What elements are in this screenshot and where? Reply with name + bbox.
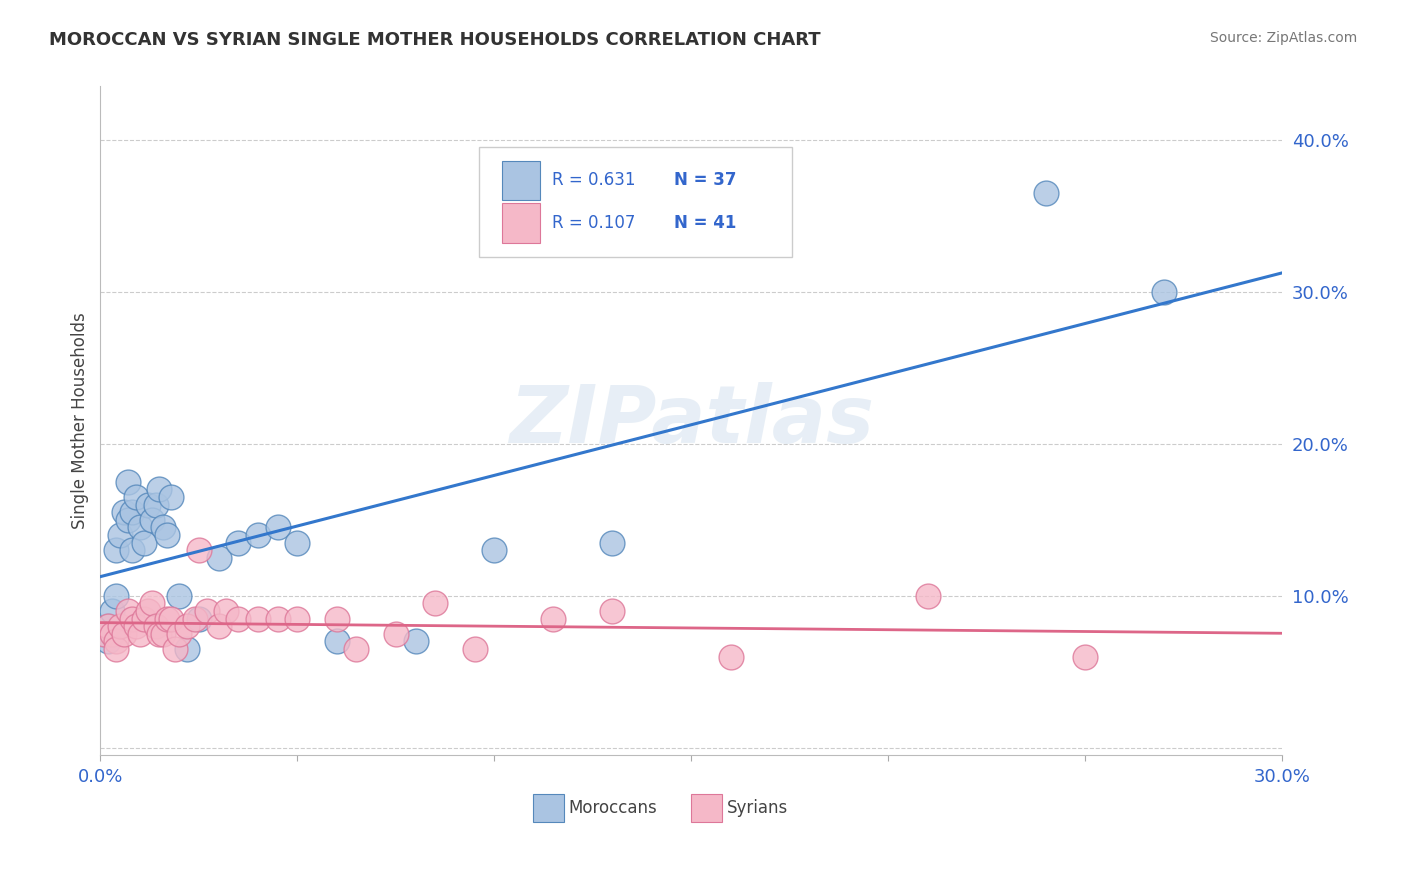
Point	[112, 505, 135, 519]
Point	[132, 612, 155, 626]
Point	[160, 612, 183, 626]
Point	[917, 589, 939, 603]
FancyBboxPatch shape	[692, 794, 723, 822]
Point	[152, 627, 174, 641]
FancyBboxPatch shape	[533, 794, 564, 822]
Point	[184, 612, 207, 626]
Point	[145, 619, 167, 633]
Point	[105, 589, 128, 603]
Point	[1035, 186, 1057, 200]
Point	[176, 619, 198, 633]
Point	[385, 627, 408, 641]
Point	[464, 642, 486, 657]
Point	[117, 475, 139, 489]
Point	[207, 550, 229, 565]
Point	[93, 627, 115, 641]
Point	[101, 604, 124, 618]
Text: Syrians: Syrians	[727, 798, 787, 817]
Point	[1074, 649, 1097, 664]
Point	[101, 627, 124, 641]
Y-axis label: Single Mother Households: Single Mother Households	[72, 312, 89, 529]
Point	[108, 528, 131, 542]
Point	[136, 604, 159, 618]
Text: MOROCCAN VS SYRIAN SINGLE MOTHER HOUSEHOLDS CORRELATION CHART: MOROCCAN VS SYRIAN SINGLE MOTHER HOUSEHO…	[49, 31, 821, 49]
Point	[207, 619, 229, 633]
Point	[246, 528, 269, 542]
Point	[148, 627, 170, 641]
Point	[266, 520, 288, 534]
Point	[226, 535, 249, 549]
Point	[165, 642, 187, 657]
Point	[602, 604, 624, 618]
Point	[136, 498, 159, 512]
FancyBboxPatch shape	[502, 203, 540, 243]
FancyBboxPatch shape	[502, 161, 540, 200]
Point	[285, 535, 308, 549]
Point	[285, 612, 308, 626]
Point	[167, 627, 190, 641]
Point	[152, 520, 174, 534]
Point	[602, 535, 624, 549]
Point	[121, 543, 143, 558]
Point	[125, 619, 148, 633]
Point	[325, 634, 347, 648]
Text: N = 41: N = 41	[673, 214, 735, 232]
Point	[176, 642, 198, 657]
Point	[93, 627, 115, 641]
Point	[105, 543, 128, 558]
Point	[1153, 285, 1175, 299]
Point	[121, 505, 143, 519]
Point	[720, 649, 742, 664]
Point	[112, 627, 135, 641]
Point	[128, 520, 150, 534]
Point	[128, 627, 150, 641]
Point	[141, 596, 163, 610]
Point	[226, 612, 249, 626]
Point	[195, 604, 218, 618]
Point	[156, 528, 179, 542]
Point	[121, 612, 143, 626]
Point	[484, 543, 506, 558]
Point	[117, 513, 139, 527]
Point	[187, 612, 209, 626]
Point	[97, 619, 120, 633]
Point	[325, 612, 347, 626]
FancyBboxPatch shape	[478, 146, 792, 257]
Text: Source: ZipAtlas.com: Source: ZipAtlas.com	[1209, 31, 1357, 45]
Text: Moroccans: Moroccans	[568, 798, 657, 817]
Point	[132, 535, 155, 549]
Point	[148, 483, 170, 497]
Point	[145, 498, 167, 512]
Point	[125, 490, 148, 504]
Point	[543, 612, 565, 626]
Point	[266, 612, 288, 626]
Text: R = 0.631: R = 0.631	[551, 171, 636, 189]
Point	[97, 619, 120, 633]
Point	[117, 604, 139, 618]
Point	[425, 596, 447, 610]
Point	[187, 543, 209, 558]
Point	[346, 642, 368, 657]
Point	[215, 604, 238, 618]
Point	[101, 627, 124, 641]
Point	[141, 513, 163, 527]
Text: ZIPatlas: ZIPatlas	[509, 382, 873, 460]
Point	[156, 612, 179, 626]
Text: N = 37: N = 37	[673, 171, 737, 189]
Point	[108, 619, 131, 633]
Point	[167, 589, 190, 603]
Point	[105, 642, 128, 657]
Point	[160, 490, 183, 504]
Point	[105, 634, 128, 648]
Text: R = 0.107: R = 0.107	[551, 214, 636, 232]
Point	[405, 634, 427, 648]
Point	[246, 612, 269, 626]
Point	[97, 634, 120, 648]
